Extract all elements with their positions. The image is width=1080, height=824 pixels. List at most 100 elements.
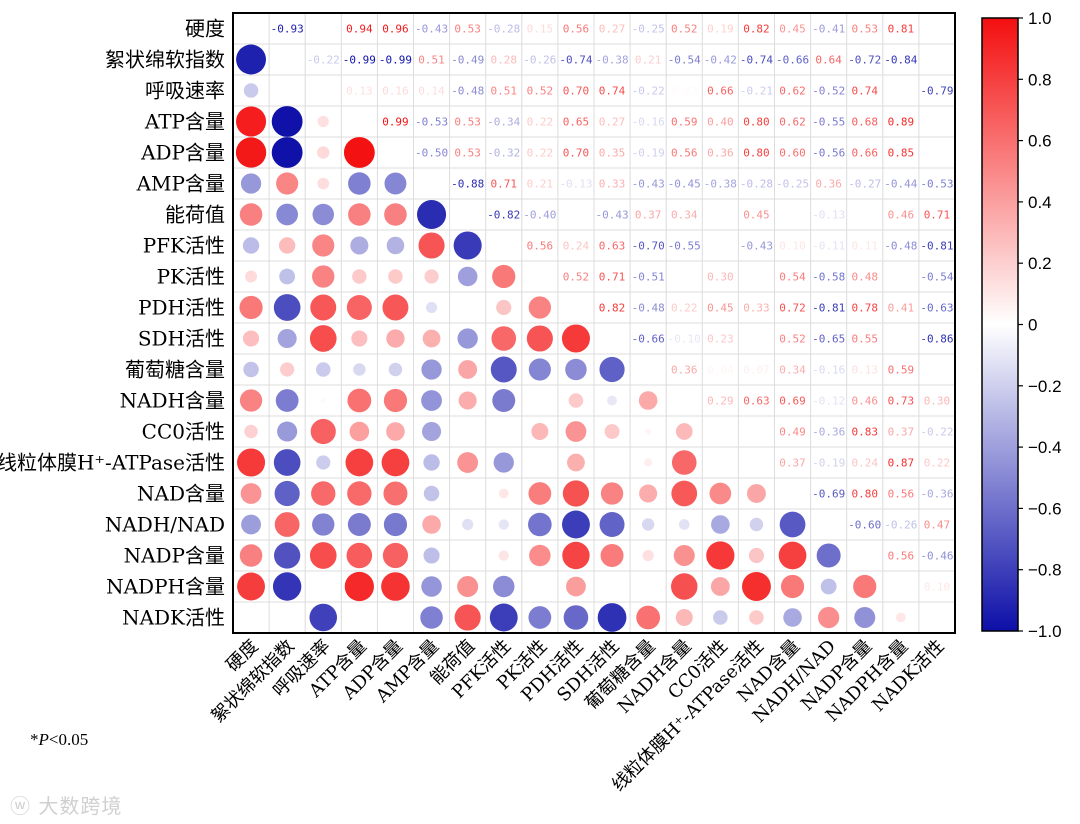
correlation-circle [320,398,326,403]
correlation-label: -0.46 [920,550,953,563]
correlation-label: -0.54 [668,54,701,67]
correlation-circle [383,512,408,537]
y-tick-label: AMP含量 [136,172,225,196]
correlation-circle [748,547,765,564]
y-tick-label: ADP含量 [140,141,225,165]
plot-frame [232,12,956,634]
correlation-label: -0.56 [812,147,845,160]
correlation-circle [236,44,266,75]
correlation-circle [528,358,551,381]
correlation-label: -0.58 [812,271,845,284]
correlation-label: 0.56 [888,488,915,501]
correlation-label: 0.11 [852,240,879,253]
correlation-label: 0.55 [852,333,879,346]
correlation-label: -0.27 [848,178,881,191]
correlation-label: 0.66 [707,85,734,98]
correlation-circle [312,234,335,257]
y-tick-label: PFK活性 [143,234,225,258]
correlation-label: -0.11 [812,240,845,253]
correlation-circle [383,481,408,506]
correlation-circle [277,328,297,349]
correlation-circle [239,203,263,226]
correlation-label: 0.30 [924,395,951,408]
correlation-circle [778,541,807,570]
correlation-circle [417,199,447,230]
correlation-circle [749,610,764,625]
correlation-circle [709,482,732,505]
correlation-label: 0.69 [779,395,806,408]
correlation-circle [565,421,587,442]
correlation-label: -0.26 [523,54,556,67]
colorbar-tick-label: 0.4 [1028,193,1052,212]
correlation-circle [645,428,652,435]
correlation-label: -0.74 [559,54,592,67]
correlation-label: 0.40 [707,116,734,129]
correlation-circle [346,542,373,569]
correlation-label: -0.42 [704,54,737,67]
correlation-circle [316,455,331,470]
colorbar-tick-label: −0.6 [1028,499,1062,518]
correlation-label: 0.52 [779,333,806,346]
correlation-circle [271,137,303,168]
correlation-label: -0.79 [920,85,953,98]
correlation-label: -0.82 [487,209,520,222]
correlation-label: 0.85 [888,147,915,160]
correlation-circle [274,512,300,537]
correlation-circle [235,137,267,168]
correlation-circle [242,237,260,254]
colorbar-tick-label: 0.8 [1028,70,1052,89]
correlation-label: -0.65 [812,333,845,346]
correlation-circle [271,106,303,137]
correlation-label: -0.63 [920,302,953,315]
correlation-circle [820,578,837,595]
correlation-circle [853,574,877,599]
correlation-label: 0.65 [563,116,590,129]
correlation-label: -0.12 [812,395,845,408]
correlation-circle [818,606,840,629]
correlation-label: -0.13 [559,178,592,191]
correlation-circle [675,423,693,440]
y-tick-label: PK活性 [157,265,225,289]
correlation-label: -0.99 [343,54,376,67]
correlation-circle [240,173,262,194]
correlation-label: 0.36 [707,147,734,160]
correlation-label: 0.37 [635,209,662,222]
correlation-circle [315,362,331,377]
correlation-circle [567,453,585,472]
correlation-label: 0.13 [346,85,373,98]
correlation-label: -0.28 [487,23,520,36]
correlation-label: 0.71 [491,178,518,191]
correlation-circle [317,177,330,190]
colorbar-tick-label: −0.8 [1028,561,1062,580]
correlation-circle [384,172,407,195]
correlation-circle [312,203,334,226]
colorbar-tick-label: 0 [1028,316,1037,335]
correlation-circle [561,324,590,353]
correlation-label: 0.53 [454,23,481,36]
correlation-circle [420,606,443,629]
correlation-circle [706,541,735,570]
correlation-label: -0.38 [704,178,737,191]
correlation-label: 0.74 [852,85,879,98]
correlation-circle [343,137,375,168]
correlation-circle [277,421,298,442]
correlation-label: -0.45 [668,178,701,191]
correlation-label: 0.60 [779,147,806,160]
correlation-circle [498,488,509,499]
correlation-circle [600,544,624,567]
correlation-circle [783,608,802,627]
correlation-circle [636,605,661,630]
correlation-circle [273,542,301,569]
correlation-circle [312,513,335,536]
correlation-circle [421,421,442,442]
correlation-circle [237,448,266,477]
correlation-circle [383,388,408,413]
correlation-label: -0.48 [884,240,917,253]
correlation-label: -0.81 [812,302,845,315]
correlation-circle [457,266,478,287]
correlation-circle [526,325,553,352]
correlation-label: 0.34 [671,209,698,222]
y-tick-label: NAD含量 [137,482,225,506]
correlation-label: 0.89 [888,116,915,129]
correlation-circle [528,482,552,505]
